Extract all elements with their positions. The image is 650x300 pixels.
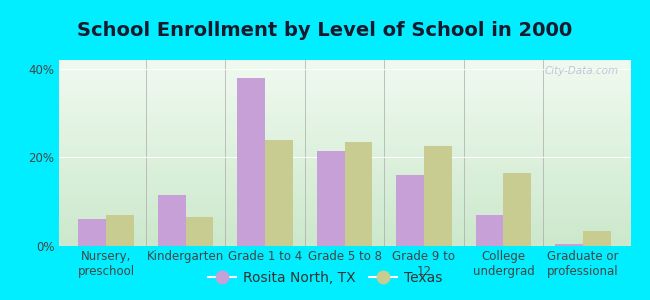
Legend: Rosita North, TX, Texas: Rosita North, TX, Texas — [202, 265, 448, 290]
Bar — [344, 142, 372, 246]
Bar — [583, 230, 610, 246]
Bar — [106, 215, 134, 246]
Bar — [186, 217, 213, 246]
Bar — [476, 215, 503, 246]
Bar — [265, 140, 293, 246]
Bar — [396, 175, 424, 246]
Bar — [158, 195, 186, 246]
Bar — [317, 151, 345, 246]
Bar — [424, 146, 452, 246]
Text: City-Data.com: City-Data.com — [545, 66, 619, 76]
Bar — [79, 219, 106, 246]
Bar — [503, 173, 531, 246]
Bar — [555, 244, 583, 246]
Text: School Enrollment by Level of School in 2000: School Enrollment by Level of School in … — [77, 21, 573, 40]
Bar — [237, 78, 265, 246]
